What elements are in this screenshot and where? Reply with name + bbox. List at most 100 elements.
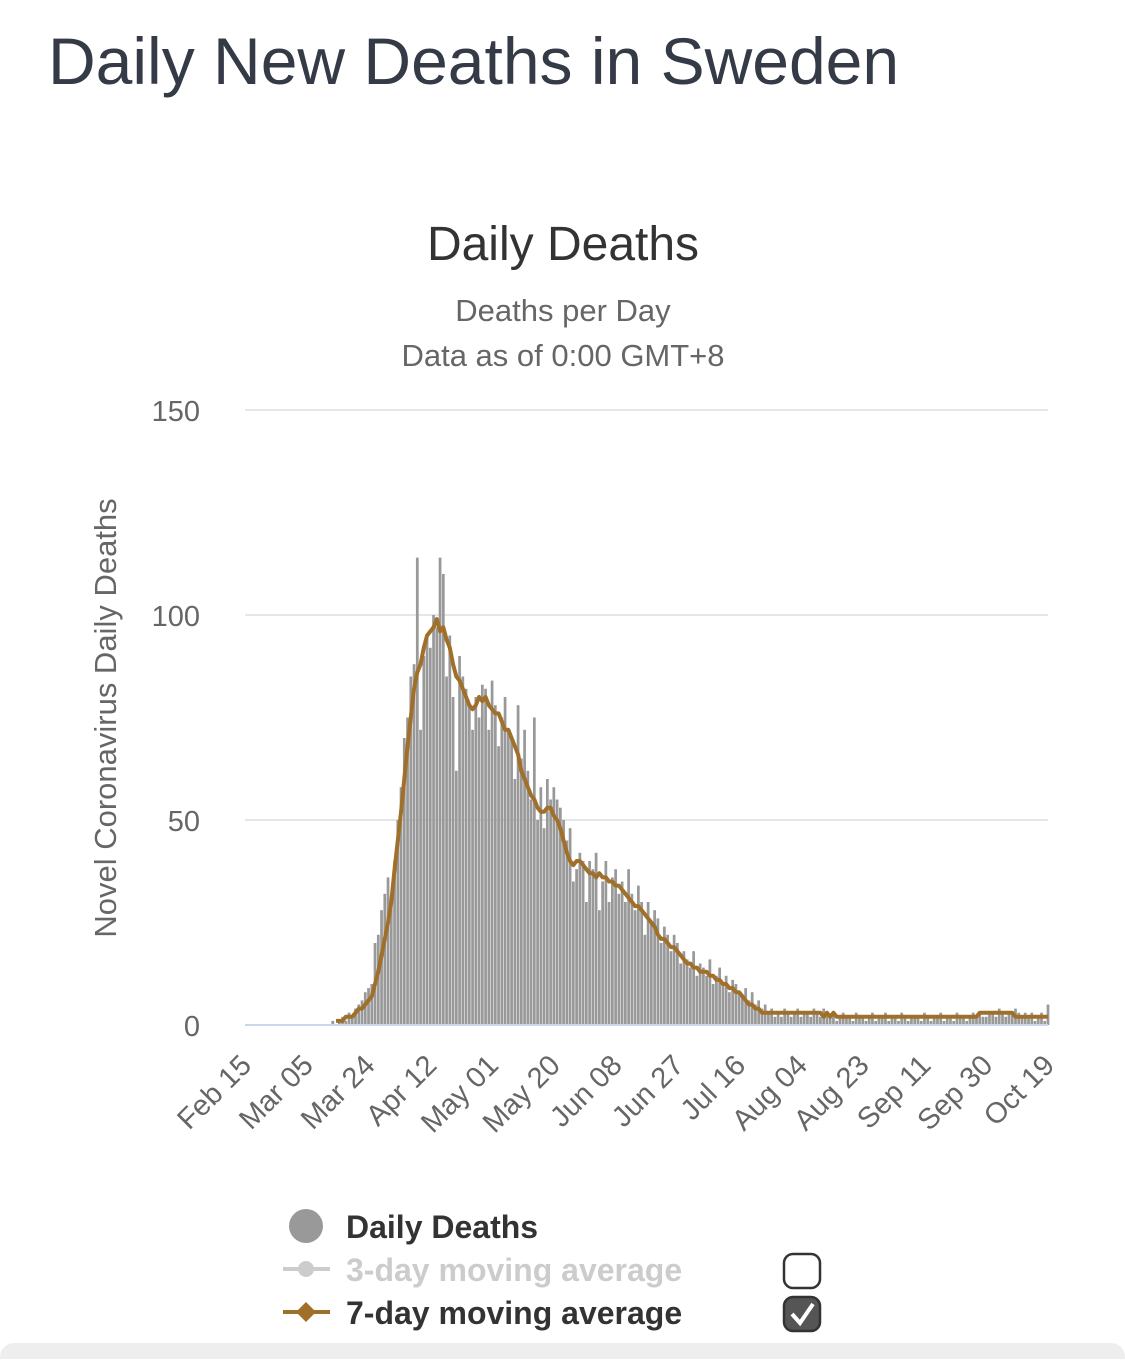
checkbox[interactable] — [782, 1295, 822, 1333]
bar — [458, 656, 461, 1025]
bar — [685, 959, 689, 1025]
bar — [695, 975, 699, 1025]
bar — [412, 664, 416, 1025]
bar — [1040, 1012, 1043, 1025]
bar — [819, 1016, 822, 1025]
bar — [845, 1016, 848, 1025]
bar — [432, 615, 435, 1025]
bar — [945, 1016, 949, 1025]
bar — [360, 1000, 364, 1025]
bar — [624, 902, 627, 1025]
bar — [906, 1020, 910, 1025]
bar — [939, 1012, 943, 1025]
bar — [607, 902, 611, 1025]
bar — [620, 881, 624, 1025]
bar — [1001, 1012, 1004, 1025]
bar — [721, 984, 725, 1025]
bar — [558, 807, 562, 1025]
bar — [1023, 1012, 1027, 1025]
bar — [848, 1016, 852, 1025]
bar — [978, 1012, 982, 1025]
bar — [929, 1020, 933, 1025]
bar — [337, 1020, 341, 1025]
bar — [705, 975, 709, 1025]
bar — [955, 1012, 959, 1025]
bar — [477, 717, 481, 1025]
bar — [389, 902, 393, 1025]
bar — [640, 902, 643, 1025]
bar — [832, 1012, 835, 1025]
bar — [526, 770, 530, 1025]
bar — [962, 1016, 965, 1025]
bar — [919, 1020, 923, 1025]
bar — [383, 893, 387, 1025]
bar — [568, 828, 572, 1025]
bar — [890, 1016, 894, 1025]
bar — [1033, 1020, 1037, 1025]
bar — [874, 1020, 878, 1025]
bar — [1017, 1012, 1021, 1025]
bar — [399, 787, 403, 1025]
bar — [991, 1012, 995, 1025]
checkmark — [790, 1302, 815, 1327]
bar — [747, 1000, 751, 1025]
bar — [549, 799, 552, 1025]
bar — [350, 1016, 354, 1025]
bar — [415, 557, 419, 1025]
bar — [984, 1016, 988, 1025]
bar — [542, 828, 546, 1025]
legend-marker — [296, 1302, 316, 1322]
bar — [578, 852, 582, 1025]
bar — [419, 729, 422, 1025]
bar — [702, 967, 705, 1025]
bar — [838, 1016, 842, 1025]
bar — [380, 910, 383, 1025]
bar — [1007, 1012, 1011, 1025]
bar — [854, 1012, 858, 1025]
checkbox-box — [782, 1295, 822, 1333]
bar — [575, 869, 578, 1025]
bar — [1043, 1020, 1047, 1025]
bar — [669, 951, 673, 1025]
bar — [393, 861, 396, 1025]
bar — [562, 820, 565, 1025]
bar — [760, 1008, 764, 1025]
bar — [802, 1012, 806, 1025]
bar — [425, 635, 429, 1025]
checkbox[interactable] — [782, 1252, 822, 1290]
bar — [871, 1012, 874, 1025]
bar — [825, 1012, 829, 1025]
bar — [637, 885, 640, 1025]
bar — [565, 840, 569, 1025]
bar — [441, 574, 445, 1025]
legend-item[interactable]: Daily Deaths — [289, 1209, 538, 1245]
bar — [656, 918, 660, 1025]
y-tick-label: 150 — [152, 396, 200, 428]
bar — [445, 676, 448, 1025]
legend-item[interactable]: 7-day moving average — [283, 1295, 682, 1331]
bar — [464, 688, 468, 1025]
bar — [627, 869, 630, 1025]
legend-marker — [298, 1261, 314, 1277]
bar — [926, 1016, 930, 1025]
bar — [617, 893, 621, 1025]
legend-item[interactable]: 3-day moving average — [283, 1252, 682, 1288]
bar — [428, 647, 432, 1025]
bar — [786, 1012, 790, 1025]
bar — [884, 1012, 887, 1025]
bar — [744, 988, 748, 1025]
bar — [409, 676, 413, 1025]
bar — [864, 1020, 868, 1025]
bar — [1027, 1016, 1030, 1025]
bar — [363, 992, 367, 1025]
bar — [809, 1016, 813, 1025]
bar — [923, 1012, 926, 1025]
bar — [536, 820, 539, 1025]
bar — [597, 910, 601, 1025]
bar — [386, 877, 390, 1025]
bar — [584, 902, 588, 1025]
bar — [692, 951, 696, 1025]
bar — [490, 680, 494, 1025]
bar — [770, 1008, 774, 1025]
bar — [471, 729, 474, 1025]
